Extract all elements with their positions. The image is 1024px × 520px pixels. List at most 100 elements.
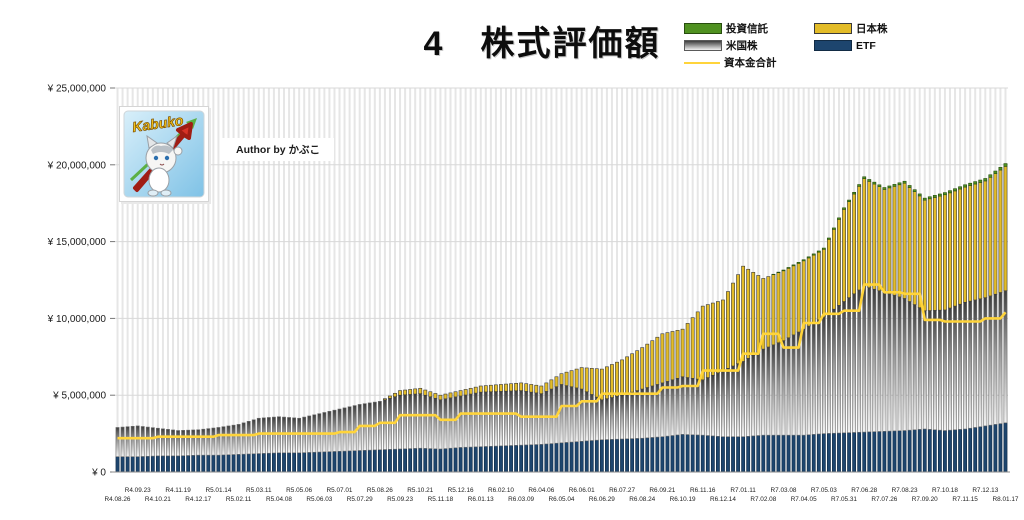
bar-segment bbox=[524, 444, 529, 473]
bar-segment bbox=[932, 195, 937, 198]
bar-segment bbox=[816, 433, 821, 473]
bar-segment bbox=[428, 448, 433, 473]
bar-segment bbox=[140, 456, 145, 473]
bar-segment bbox=[488, 384, 493, 393]
bar-segment bbox=[761, 434, 766, 473]
bar-segment bbox=[630, 391, 635, 439]
bar-segment bbox=[630, 438, 635, 473]
bar-segment bbox=[443, 398, 448, 449]
bar-segment bbox=[403, 448, 407, 473]
bar-segment bbox=[241, 453, 246, 473]
bar-segment bbox=[579, 440, 584, 473]
bar-segment bbox=[478, 391, 483, 447]
bar-segment bbox=[287, 417, 291, 454]
bar-segment bbox=[282, 416, 286, 454]
bar-segment bbox=[973, 183, 978, 301]
bar-segment bbox=[161, 428, 165, 457]
bar-segment bbox=[453, 391, 458, 398]
x-tick-label: R6.11.16 bbox=[690, 487, 716, 494]
bar-segment bbox=[625, 438, 629, 473]
bar-segment bbox=[398, 448, 402, 473]
bar-segment bbox=[670, 435, 675, 473]
bar-segment bbox=[796, 434, 801, 473]
bar-segment bbox=[645, 343, 650, 388]
bar-segment bbox=[241, 422, 246, 455]
bar-segment bbox=[716, 435, 720, 473]
bar-segment bbox=[887, 430, 892, 473]
bar-segment bbox=[958, 186, 962, 190]
bar-segment bbox=[569, 370, 574, 388]
bar-segment bbox=[312, 451, 317, 473]
bar-segment bbox=[816, 251, 821, 321]
bar-segment bbox=[826, 312, 831, 434]
bar-segment bbox=[438, 394, 443, 401]
bar-segment bbox=[589, 440, 594, 473]
bar-segment bbox=[332, 451, 337, 473]
bar-segment bbox=[1003, 422, 1008, 473]
bar-segment bbox=[448, 392, 453, 399]
bar-segment bbox=[584, 391, 589, 442]
bar-segment bbox=[620, 394, 624, 440]
y-tick-label: ¥ 25,000,000 bbox=[47, 84, 107, 95]
bar-segment bbox=[917, 429, 922, 473]
bar-segment bbox=[559, 384, 564, 444]
legend-chip-toushishintaku bbox=[684, 23, 722, 34]
bar-segment bbox=[226, 454, 231, 473]
legend-label-nihonkabu: 日本株 bbox=[856, 23, 888, 35]
bar-segment bbox=[736, 436, 740, 473]
bar-segment bbox=[751, 435, 756, 473]
bar-segment bbox=[468, 446, 473, 473]
bar-segment bbox=[897, 430, 902, 473]
bar-segment bbox=[922, 197, 927, 201]
bar-segment bbox=[867, 179, 872, 182]
bar-segment bbox=[852, 432, 857, 473]
bar-segment bbox=[892, 295, 897, 432]
bar-segment bbox=[625, 356, 629, 394]
bar-segment bbox=[837, 432, 841, 473]
bar-segment bbox=[463, 389, 468, 396]
bar-segment bbox=[408, 394, 413, 449]
x-tick-label: R6.08.24 bbox=[629, 496, 655, 503]
bar-segment bbox=[307, 452, 312, 473]
bar-segment bbox=[675, 330, 680, 379]
bar-segment bbox=[564, 442, 569, 473]
bar-segment bbox=[635, 438, 640, 473]
bar-segment bbox=[791, 434, 796, 473]
bar-segment bbox=[196, 454, 201, 473]
bar-segment bbox=[983, 180, 988, 298]
bar-segment bbox=[216, 454, 221, 473]
bar-segment bbox=[731, 365, 735, 437]
bar-segment bbox=[569, 386, 574, 443]
bar-segment bbox=[902, 180, 907, 184]
y-tick-label: ¥ 20,000,000 bbox=[47, 160, 107, 171]
bar-segment bbox=[539, 393, 544, 445]
bar-segment bbox=[246, 453, 251, 473]
bar-segment bbox=[125, 456, 130, 473]
bar-segment bbox=[544, 443, 549, 473]
bar-segment bbox=[458, 395, 463, 448]
bar-segment bbox=[509, 383, 513, 392]
bar-segment bbox=[776, 271, 781, 274]
bar-segment bbox=[937, 429, 942, 473]
bar-segment bbox=[322, 412, 327, 453]
bar-segment bbox=[554, 376, 559, 388]
bar-segment bbox=[423, 394, 428, 449]
bar-segment bbox=[196, 429, 201, 456]
legend-item-beikokukabu: 米国株 bbox=[684, 38, 814, 53]
x-tick-label: R7.08.23 bbox=[892, 487, 918, 494]
bar-segment bbox=[907, 185, 912, 188]
bar-segment bbox=[973, 427, 978, 473]
bar-segment bbox=[534, 392, 539, 445]
bar-segment bbox=[574, 441, 579, 473]
bar-segment bbox=[564, 385, 569, 443]
bar-segment bbox=[549, 379, 554, 390]
bar-segment bbox=[135, 425, 140, 457]
x-tick-label: R5.11.18 bbox=[428, 496, 454, 503]
bar-segment bbox=[887, 187, 892, 295]
bar-segment bbox=[731, 282, 735, 367]
bar-segment bbox=[927, 196, 932, 200]
bar-segment bbox=[559, 442, 564, 473]
bar-segment bbox=[963, 184, 968, 188]
bar-segment bbox=[736, 274, 740, 365]
cat-figure bbox=[145, 134, 183, 197]
